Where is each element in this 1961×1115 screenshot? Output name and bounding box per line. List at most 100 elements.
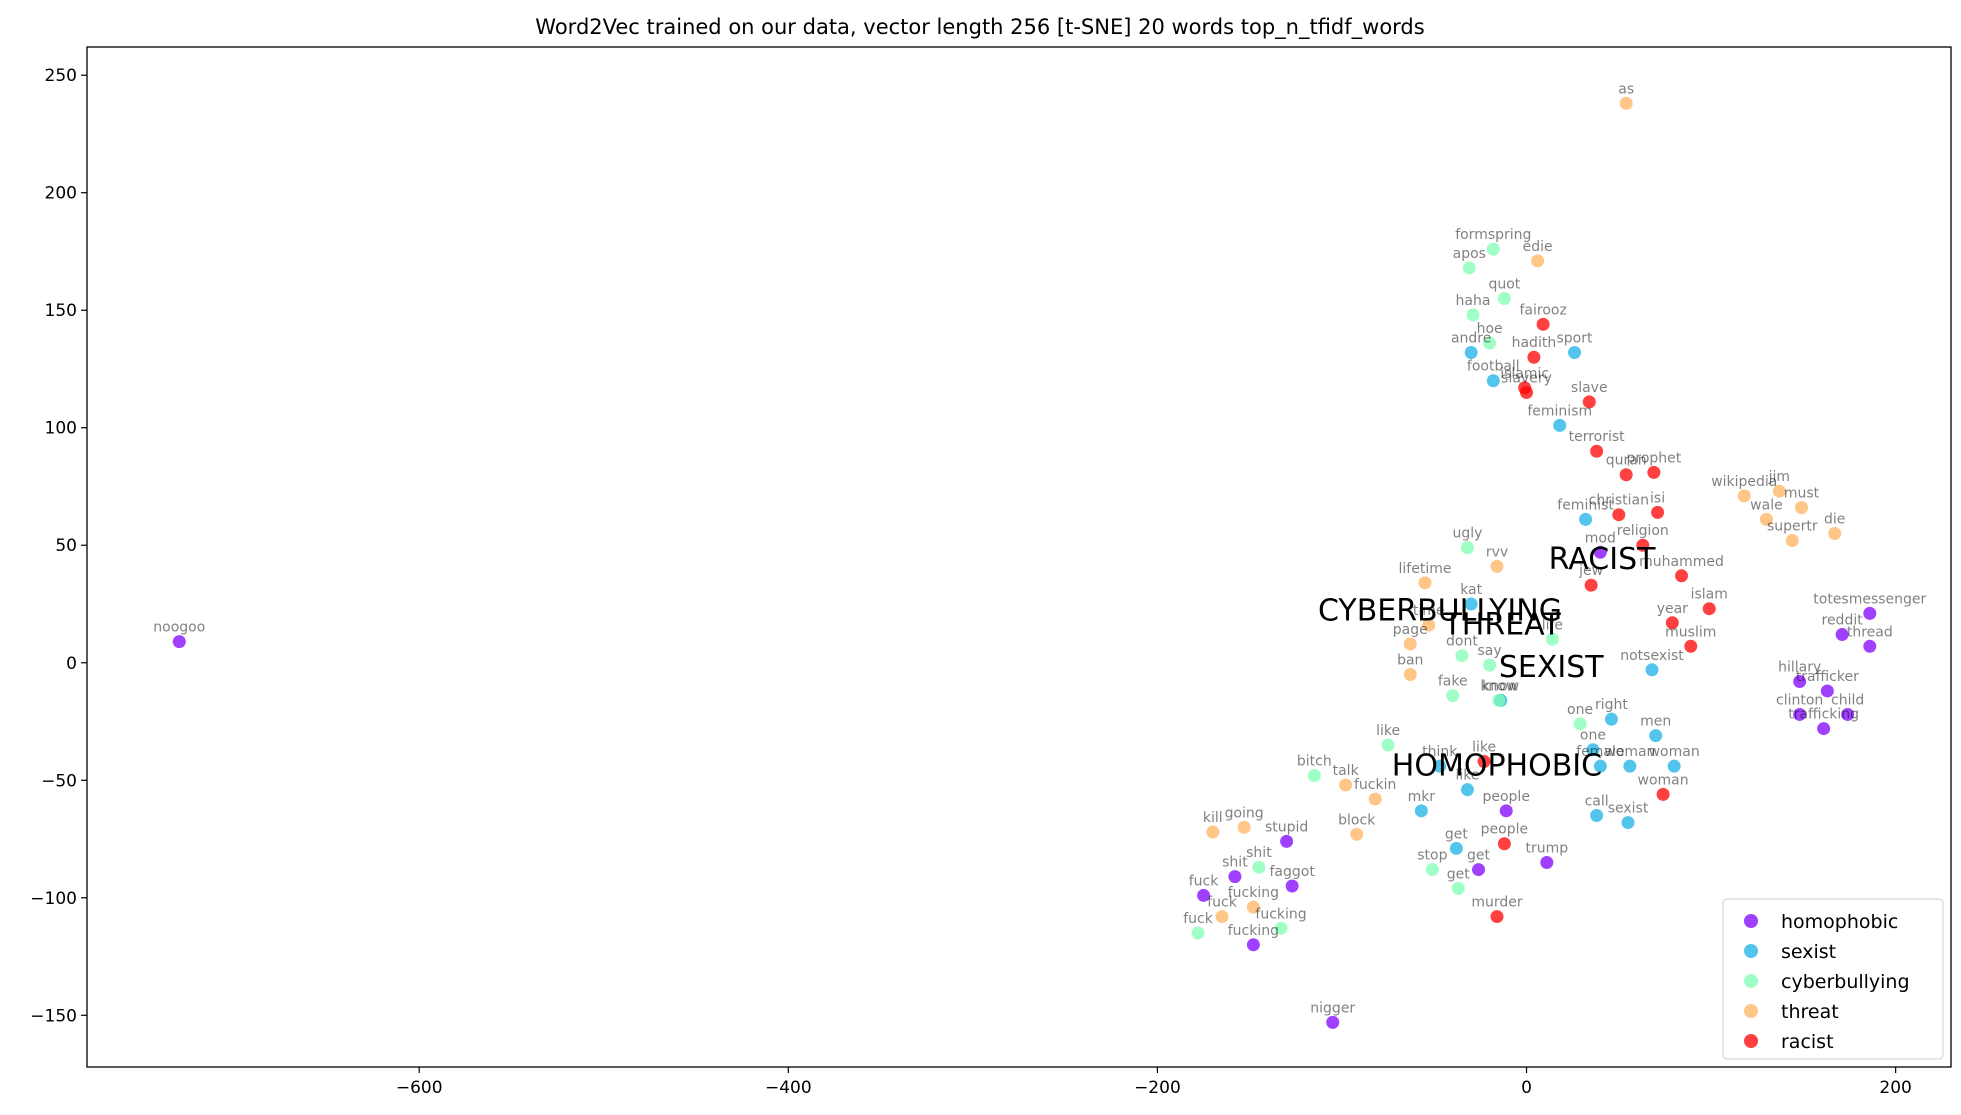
point-sexist-11 xyxy=(1623,759,1637,773)
point-sexist-13 xyxy=(1433,759,1447,773)
point-sexist-3 xyxy=(1553,418,1567,432)
point-label: talk xyxy=(1333,763,1360,779)
legend-marker-racist xyxy=(1744,1034,1758,1048)
point-label: people xyxy=(1482,789,1529,805)
point-label: stupid xyxy=(1265,819,1308,835)
point-racist-19 xyxy=(1490,910,1504,924)
point-sexist-18 xyxy=(1449,841,1463,855)
point-threat-12 xyxy=(1403,668,1417,682)
point-label: woman xyxy=(1649,744,1700,760)
point-racist-8 xyxy=(1612,508,1626,522)
point-label: rvv xyxy=(1486,544,1508,560)
point-sexist-8 xyxy=(1649,729,1663,743)
class-label: RACIST xyxy=(1549,542,1656,577)
y-tick-label: 100 xyxy=(45,419,77,439)
point-sexist-9 xyxy=(1586,743,1600,757)
point-racist-6 xyxy=(1619,468,1633,482)
point-threat-4 xyxy=(1795,501,1809,515)
point-label: feminist xyxy=(1557,497,1614,513)
point-label: quot xyxy=(1488,276,1520,292)
point-cyberbullying-11 xyxy=(1573,717,1587,731)
series-threat xyxy=(1206,96,1842,924)
point-homophobic-2 xyxy=(1280,834,1294,848)
point-homophobic-6 xyxy=(1246,938,1260,952)
legend-marker-homophobic xyxy=(1744,914,1758,928)
point-racist-14 xyxy=(1665,616,1679,630)
point-homophobic-14 xyxy=(1793,675,1807,689)
point-label: fucking xyxy=(1255,906,1306,922)
point-threat-1 xyxy=(1531,254,1545,268)
legend: homophobic sexist cyberbullying threat racis… xyxy=(1722,898,1944,1060)
legend-entry-sexist: sexist xyxy=(1781,941,1836,963)
point-label: people xyxy=(1481,822,1528,838)
point-racist-15 xyxy=(1684,639,1698,653)
point-sexist-17 xyxy=(1621,816,1635,830)
point-homophobic-7 xyxy=(1499,804,1513,818)
point-threat-17 xyxy=(1206,825,1220,839)
point-label: ugly xyxy=(1452,526,1482,542)
point-cyberbullying-8 xyxy=(1483,658,1497,672)
point-sexist-10 xyxy=(1593,759,1607,773)
point-sexist-15 xyxy=(1414,804,1428,818)
point-racist-0 xyxy=(1536,317,1550,331)
class-label: CYBERBULLYING xyxy=(1318,593,1562,628)
plot-area: noogooniggerstupidfaggotshitfuckfuckingp… xyxy=(153,81,1927,1029)
point-cyberbullying-15 xyxy=(1425,863,1439,877)
point-label: fuck xyxy=(1183,911,1213,927)
point-racist-18 xyxy=(1497,837,1511,851)
axis-ticks: −600 −400 −200 0 200 −150 −100 −50 0 50 100 150 200 2… xyxy=(30,66,1912,1098)
point-threat-6 xyxy=(1785,534,1799,548)
point-label: time xyxy=(1413,603,1445,619)
point-racist-3 xyxy=(1520,385,1534,399)
point-label: christian xyxy=(1589,493,1649,509)
x-tick-label: 200 xyxy=(1879,1078,1911,1098)
point-racist-4 xyxy=(1582,395,1596,409)
point-sexist-14 xyxy=(1460,783,1474,797)
point-label: trafficking xyxy=(1788,707,1859,723)
point-label: sport xyxy=(1557,331,1594,347)
point-label: bitch xyxy=(1297,754,1332,770)
point-label: kat xyxy=(1460,582,1482,598)
point-label: shit xyxy=(1222,855,1248,871)
point-label: going xyxy=(1225,805,1264,821)
point-label: faggot xyxy=(1269,864,1315,880)
point-label: fairooz xyxy=(1519,302,1566,318)
y-tick-label: −50 xyxy=(41,771,77,791)
point-homophobic-1 xyxy=(1326,1015,1340,1029)
legend-marker-threat xyxy=(1744,1004,1758,1018)
y-tick-label: 0 xyxy=(66,654,77,674)
point-homophobic-0 xyxy=(172,635,186,649)
x-tick-label: −600 xyxy=(396,1078,443,1098)
point-label: as xyxy=(1618,81,1634,97)
legend-marker-cyberbullying xyxy=(1744,974,1758,988)
point-label: get xyxy=(1467,848,1491,864)
series-homophobic xyxy=(172,545,1877,1029)
point-threat-13 xyxy=(1339,778,1353,792)
point-label: wikipedia xyxy=(1711,474,1777,490)
point-label: trump xyxy=(1525,841,1568,857)
x-tick-label: −200 xyxy=(1134,1078,1181,1098)
point-label: haha xyxy=(1456,293,1491,309)
point-label: notsexist xyxy=(1620,648,1684,664)
axes-frame xyxy=(86,46,1952,1068)
point-cyberbullying-2 xyxy=(1497,291,1511,305)
point-label: one xyxy=(1567,702,1593,718)
point-cyberbullying-6 xyxy=(1545,632,1559,646)
point-sexist-7 xyxy=(1604,712,1618,726)
point-label: say xyxy=(1478,643,1502,659)
point-label: woman xyxy=(1604,744,1655,760)
point-homophobic-5 xyxy=(1197,888,1211,902)
point-label: think xyxy=(1422,744,1458,760)
point-homophobic-17 xyxy=(1841,707,1855,721)
y-tick-label: 250 xyxy=(45,66,77,86)
point-label: formspring xyxy=(1455,227,1531,243)
y-tick-label: −100 xyxy=(30,889,77,909)
point-homophobic-11 xyxy=(1863,606,1877,620)
point-label: get xyxy=(1447,866,1471,882)
y-tick-label: 150 xyxy=(45,301,77,321)
point-label: ban xyxy=(1397,653,1423,669)
x-tick-label: −400 xyxy=(765,1078,812,1098)
point-threat-5 xyxy=(1759,512,1773,526)
point-label: terrorist xyxy=(1569,429,1626,445)
point-label: child xyxy=(1831,692,1864,708)
